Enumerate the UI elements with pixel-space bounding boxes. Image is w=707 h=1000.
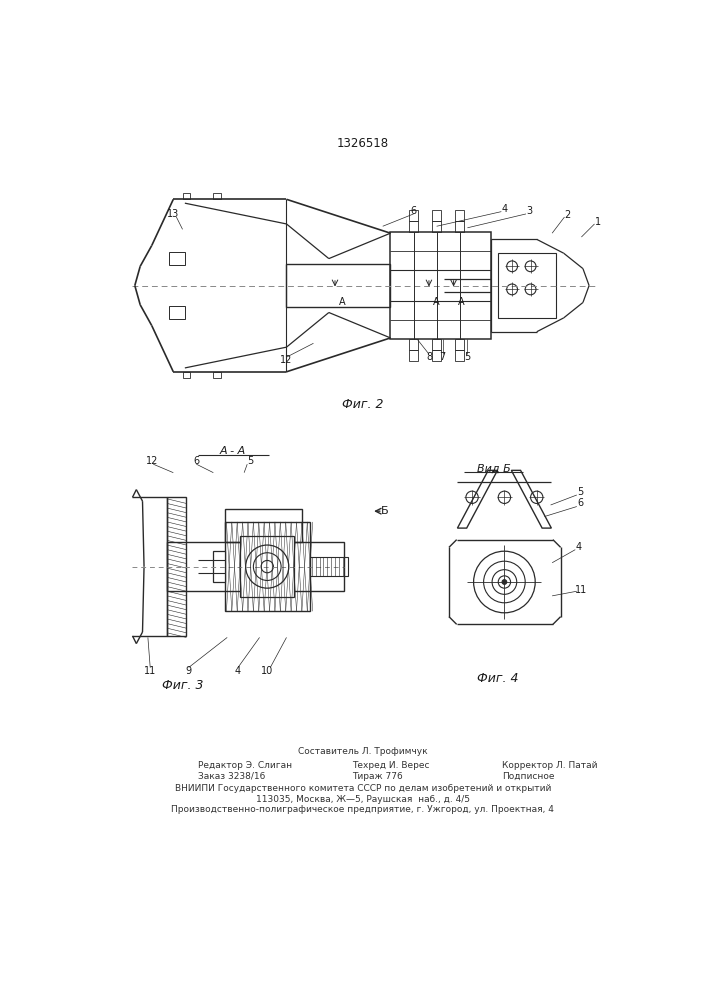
Bar <box>182 193 190 199</box>
Text: А - А: А - А <box>219 446 246 456</box>
Bar <box>240 536 294 597</box>
Bar <box>167 497 187 636</box>
Bar <box>167 542 344 591</box>
Text: 11: 11 <box>144 666 156 676</box>
Text: Корректор Л. Патай: Корректор Л. Патай <box>502 761 597 770</box>
Text: 12: 12 <box>280 355 293 365</box>
Bar <box>455 350 464 361</box>
Text: Фиг. 3: Фиг. 3 <box>162 679 204 692</box>
Text: А: А <box>457 297 464 307</box>
Text: Заказ 3238/16: Заказ 3238/16 <box>198 772 265 781</box>
Text: Техред И. Верес: Техред И. Верес <box>352 761 429 770</box>
Bar <box>409 350 418 361</box>
Text: 5: 5 <box>464 352 471 362</box>
Bar <box>225 509 302 542</box>
Text: А: А <box>339 297 346 307</box>
Text: 9: 9 <box>186 666 192 676</box>
Bar <box>409 221 418 232</box>
Text: Тираж 776: Тираж 776 <box>352 772 403 781</box>
Text: 10: 10 <box>261 666 274 676</box>
Circle shape <box>502 580 507 584</box>
Text: А: А <box>433 297 440 307</box>
Text: 12: 12 <box>146 456 158 466</box>
Bar <box>170 252 185 265</box>
Bar <box>409 339 418 350</box>
Text: 11: 11 <box>575 585 587 595</box>
Bar <box>432 210 441 221</box>
Bar <box>214 551 225 582</box>
Text: Подписное: Подписное <box>502 772 554 781</box>
Text: 7: 7 <box>440 352 446 362</box>
Bar <box>390 232 491 339</box>
Bar <box>455 221 464 232</box>
Bar <box>286 264 390 307</box>
Text: Составитель Л. Трофимчук: Составитель Л. Трофимчук <box>298 747 428 756</box>
Text: 4: 4 <box>576 542 582 552</box>
Text: Б: Б <box>380 506 388 516</box>
Text: Фиг. 2: Фиг. 2 <box>342 398 383 411</box>
Bar <box>214 372 221 378</box>
Text: 4: 4 <box>501 204 508 214</box>
Text: 6: 6 <box>411 206 416 216</box>
Text: 8: 8 <box>426 352 432 362</box>
Text: ВНИИПИ Государственного комитета СССР по делам изобретений и открытий: ВНИИПИ Государственного комитета СССР по… <box>175 784 551 793</box>
Text: 2: 2 <box>564 210 571 220</box>
Bar <box>310 557 348 576</box>
Text: 1326518: 1326518 <box>337 137 389 150</box>
Bar <box>455 210 464 221</box>
Bar <box>214 193 221 199</box>
Text: Редактор Э. Слиган: Редактор Э. Слиган <box>198 761 292 770</box>
Bar <box>225 522 310 611</box>
Text: 4: 4 <box>235 666 241 676</box>
Bar <box>432 339 441 350</box>
Text: Производственно-полиграфическое предприятие, г. Ужгород, ул. Проектная, 4: Производственно-полиграфическое предприя… <box>171 805 554 814</box>
Text: 5: 5 <box>578 487 584 497</box>
Text: 6: 6 <box>193 456 199 466</box>
Text: 113035, Москва, Ж—5, Раушская  наб., д. 4/5: 113035, Москва, Ж—5, Раушская наб., д. 4… <box>256 795 469 804</box>
Bar <box>432 350 441 361</box>
Bar <box>409 210 418 221</box>
Text: Фиг. 4: Фиг. 4 <box>477 672 519 685</box>
Text: 6: 6 <box>578 498 584 508</box>
Text: 1: 1 <box>595 217 602 227</box>
Bar <box>170 306 185 319</box>
Bar <box>182 372 190 378</box>
Bar <box>455 339 464 350</box>
Text: 13: 13 <box>167 209 180 219</box>
Text: Вид Б: Вид Б <box>477 464 510 474</box>
Text: 5: 5 <box>247 456 253 466</box>
Text: 3: 3 <box>526 206 532 216</box>
Bar <box>498 253 556 318</box>
Bar <box>432 221 441 232</box>
